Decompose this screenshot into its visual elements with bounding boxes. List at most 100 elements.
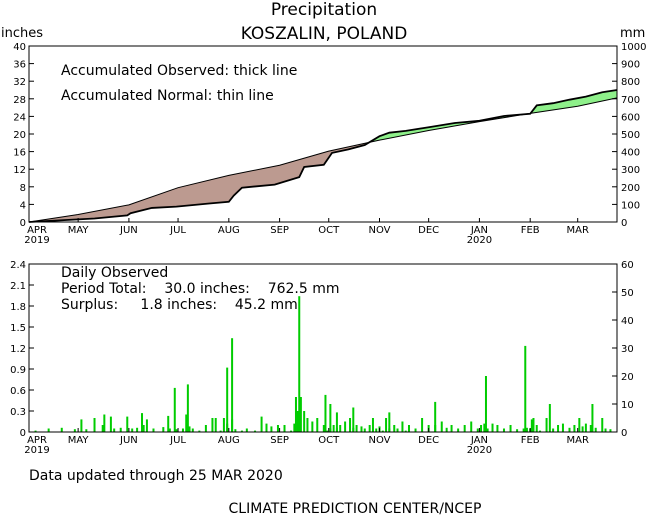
- daily-bar: [344, 421, 347, 432]
- top-right-axis-tick-label: 700: [621, 95, 640, 106]
- right-axis-unit: mm: [620, 26, 645, 41]
- daily-bar: [316, 418, 319, 432]
- left-axis-unit: inches: [1, 26, 43, 41]
- top-right-axis-tick-label: 500: [621, 130, 640, 141]
- bottom-x-axis-tick-label: JUN: [119, 435, 138, 446]
- daily-bar: [355, 425, 358, 432]
- daily-bar: [60, 427, 63, 432]
- daily-bar: [486, 428, 489, 432]
- daily-bar: [594, 427, 597, 432]
- daily-bar: [173, 387, 176, 432]
- bottom-left-axis-tick-label: 0.6: [10, 386, 26, 397]
- daily-bar: [126, 416, 129, 432]
- daily-bar: [609, 429, 612, 432]
- daily-bar: [265, 423, 268, 432]
- daily-bar: [604, 428, 607, 432]
- top-left-axis-tick-label: 40: [13, 42, 26, 53]
- daily-bar: [93, 418, 96, 432]
- daily-bar: [222, 418, 225, 432]
- daily-bar: [480, 425, 483, 432]
- daily-bar: [311, 421, 314, 432]
- daily-bar: [561, 423, 564, 432]
- bottom-x-axis-tick-label: APR: [27, 435, 47, 446]
- daily-bar: [535, 425, 538, 432]
- daily-bar: [142, 425, 145, 432]
- daily-bar: [591, 404, 594, 432]
- daily-bar: [303, 411, 306, 432]
- top-right-axis-tick-label: 1000: [621, 42, 646, 53]
- bottom-x-axis-tick-label: DEC: [418, 435, 439, 446]
- top-x-axis-tick-label: JUN: [119, 225, 138, 236]
- bottom-x-axis-tick-label: MAR: [566, 435, 588, 446]
- daily-bar: [581, 426, 584, 432]
- period-total-label: Period Total: 30.0 inches: 762.5 mm: [61, 281, 340, 297]
- daily-bar: [296, 411, 299, 432]
- daily-bar: [294, 397, 297, 432]
- top-x-axis-tick-label: JAN: [470, 225, 488, 236]
- bottom-x-axis-tick-label: JUL: [169, 435, 186, 446]
- top-x-axis-year-label: 2019: [24, 235, 49, 246]
- bottom-left-axis-tick-label: 0.3: [10, 407, 26, 418]
- bottom-left-axis-tick-label: 0: [20, 428, 26, 439]
- chart-subtitle: KOSZALIN, POLAND: [241, 24, 408, 44]
- daily-bar: [470, 421, 473, 432]
- daily-bar: [260, 416, 263, 432]
- daily-bar: [371, 418, 374, 432]
- daily-bar: [584, 423, 587, 432]
- daily-bar: [568, 427, 571, 432]
- daily-bar: [240, 430, 243, 432]
- daily-bar: [299, 397, 302, 432]
- daily-bar: [522, 428, 525, 432]
- daily-bar: [211, 418, 214, 432]
- daily-bar: [463, 425, 466, 432]
- daily-bar: [198, 430, 201, 432]
- top-x-axis-tick-label: DEC: [418, 225, 439, 236]
- daily-bar: [532, 418, 535, 432]
- daily-bar: [496, 425, 499, 432]
- daily-bar: [226, 367, 229, 432]
- daily-bar: [168, 428, 171, 432]
- daily-bar: [283, 425, 286, 432]
- top-left-axis-tick-label: 20: [13, 130, 26, 141]
- daily-bar: [80, 419, 83, 432]
- bottom-x-axis-tick-label: NOV: [368, 435, 390, 446]
- bottom-x-axis-tick-label: OCT: [318, 435, 340, 446]
- daily-bar: [162, 427, 165, 432]
- daily-bar: [254, 430, 257, 432]
- bottom-x-axis-year-label: 2020: [467, 445, 492, 456]
- daily-bar: [191, 428, 194, 432]
- bottom-x-axis-tick-label: FEB: [521, 435, 540, 446]
- top-left-axis-tick-label: 8: [20, 183, 26, 194]
- top-right-axis-tick-label: 600: [621, 112, 640, 123]
- daily-bar: [445, 427, 448, 432]
- bottom-left-axis-tick-label: 2.4: [10, 260, 26, 271]
- daily-bar: [530, 419, 533, 432]
- daily-bar: [186, 384, 189, 432]
- top-left-axis-tick-label: 24: [13, 112, 26, 123]
- top-x-axis-tick-label: MAY: [68, 225, 90, 236]
- bottom-left-axis-tick-label: 1.2: [10, 344, 26, 355]
- bottom-x-axis-tick-label: SEP: [270, 435, 289, 446]
- daily-bar: [450, 425, 453, 432]
- daily-bar: [404, 430, 407, 432]
- daily-bar: [339, 425, 342, 432]
- daily-bar: [407, 425, 410, 432]
- daily-bar: [589, 425, 592, 432]
- daily-bar: [290, 430, 293, 432]
- daily-bar: [152, 428, 155, 432]
- top-left-axis-tick-label: 12: [13, 165, 26, 176]
- daily-bar: [185, 414, 188, 432]
- daily-bar: [322, 425, 325, 432]
- daily-bar: [245, 428, 248, 432]
- surplus-label: Surplus: 1.8 inches: 45.2 mm: [61, 297, 298, 313]
- bottom-left-axis-tick-label: 1.5: [10, 323, 26, 334]
- bottom-right-axis-tick-label: 20: [621, 372, 634, 383]
- daily-observed-label: Daily Observed: [61, 265, 168, 281]
- top-right-axis-tick-label: 200: [621, 183, 640, 194]
- top-left-axis-tick-label: 16: [13, 148, 26, 159]
- daily-bar: [548, 404, 551, 432]
- daily-bar: [360, 426, 363, 432]
- daily-bar: [483, 423, 486, 432]
- top-x-axis-tick-label: APR: [27, 225, 47, 236]
